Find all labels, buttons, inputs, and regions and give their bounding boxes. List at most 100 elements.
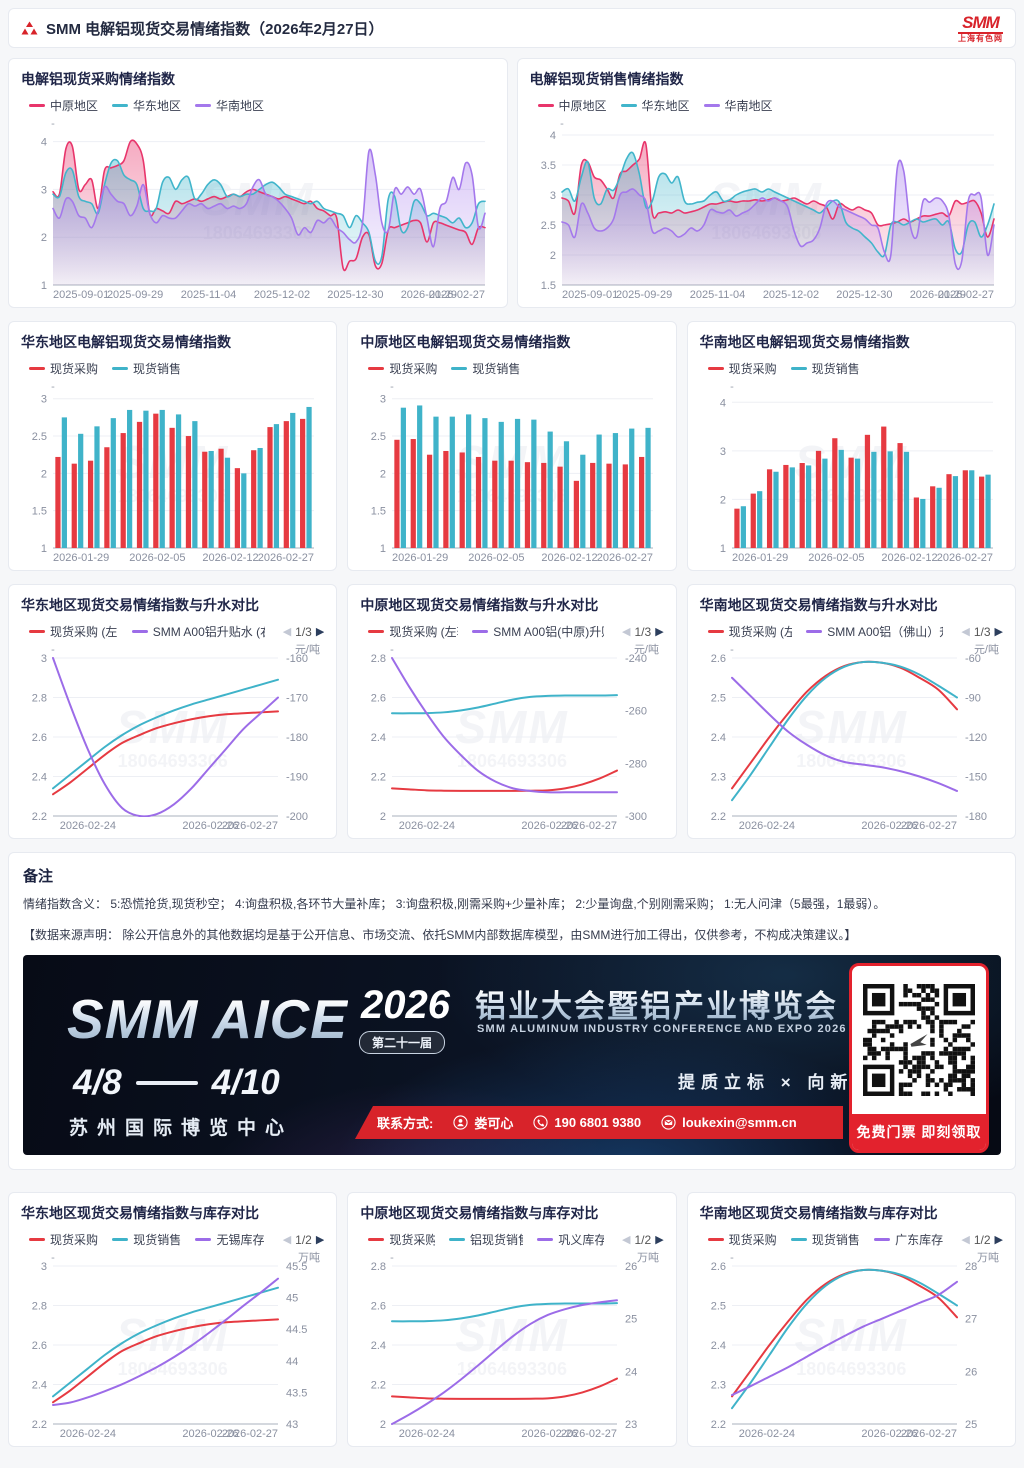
svg-text:45: 45 (286, 1293, 298, 1305)
legend-label: 现货采购 (左轴) (50, 1233, 99, 1247)
svg-text:-60: -60 (965, 653, 981, 665)
chart-canvas[interactable]: 1 1.5 2 2.5 3- 2026-01-29 2026-02-05 2026-02-12… (360, 379, 663, 564)
legend-item[interactable]: 现货采购 (左轴) (368, 623, 458, 640)
chart-title: 电解铝现货采购情绪指数 (21, 71, 175, 87)
legend-prev-icon[interactable]: ◀ (282, 1234, 292, 1246)
legend-item[interactable]: 现货销售 (112, 360, 181, 377)
legend-item[interactable]: 现货采购 (707, 360, 777, 377)
chart-canvas[interactable]: 2 2.2 2.4 2.6 2.8- -240 -260 -280 -300 元/吨 2026-02… (360, 642, 663, 832)
legend-prev-icon[interactable]: ◀ (282, 626, 292, 638)
chart-canvas[interactable]: 2.2 2.4 2.6 2.8 3- 43 43.5 44 44.5 45 45.5万吨 2026-0… (21, 1250, 324, 1440)
svg-text:2.5: 2.5 (710, 1301, 725, 1313)
chart-plot[interactable]: SMM1806469330611.522.53-2026-01-292026-0… (360, 379, 663, 564)
legend-item[interactable]: SMM A00铝升贴水 (右轴) (131, 623, 265, 640)
event-banner[interactable]: SMM AICE 2026 第二十一届 铝业大会暨铝产业博览会 SMM ALUM… (23, 955, 1001, 1155)
legend-item[interactable]: 中原地区 (537, 97, 607, 114)
chart-title: 中原地区现货交易情绪指数与升水对比 (360, 597, 599, 613)
legend-item[interactable]: 现货采购 (左轴) (29, 623, 118, 640)
legend-item[interactable]: 现货采购 (左轴) (368, 1231, 435, 1248)
legend-item[interactable]: SMM A00铝（佛山）升贴水 (806, 623, 943, 640)
legend-prev-icon[interactable]: ◀ (622, 1234, 631, 1246)
legend-item[interactable]: 华东地区 (620, 97, 690, 114)
chart-plot[interactable]: SMM180646933061234-2025-09-012025-09-292… (21, 116, 495, 301)
legend-swatch (368, 630, 385, 633)
svg-text:2025-12-02: 2025-12-02 (762, 289, 818, 301)
legend-next-icon[interactable]: ▶ (655, 1234, 664, 1246)
chart-plot[interactable]: SMM 18064693306 2.2 2.3 2.4 2.5 2.6- -60 -90 -120… (700, 642, 1003, 832)
legend-item[interactable]: 现货采购 (29, 360, 98, 377)
banner-contact-bar: 联系方式: 娄可心 190 6801 9380 loukexin@smm.cn (355, 1106, 843, 1139)
chart-plot[interactable]: SMM 18064693306 2 2.2 2.4 2.6 2.8-23 24 25 26 万吨 20… (360, 1250, 663, 1440)
legend-item[interactable]: 现货采购 (368, 360, 437, 377)
legend-label: 无锡库存 (右轴) (216, 1233, 265, 1247)
legend-pager: ◀ 1/3 ▶ (278, 624, 325, 639)
legend-item[interactable]: SMM A00铝(中原)升贴水 (472, 623, 604, 640)
svg-text:1.5: 1.5 (540, 280, 555, 292)
svg-text:3: 3 (720, 446, 726, 458)
svg-text:2026-02-27: 2026-02-27 (900, 1428, 956, 1440)
chart-title: 华南地区电解铝现货交易情绪指数 (699, 334, 910, 350)
chart-plot[interactable]: SMM180646933061234-2026-01-292026-02-052… (700, 379, 1003, 564)
legend-item[interactable]: 铝现货销售 (左轴) (449, 1231, 523, 1248)
qr-ticket-box[interactable]: 免费门票 即刻领取 (849, 963, 989, 1153)
chart-canvas[interactable]: 1 1.5 2 2.5 3- 2026-01-29 2026-02-05 2026-02-12… (21, 379, 324, 564)
svg-text:2025-11-04: 2025-11-04 (181, 289, 236, 301)
legend-item[interactable]: 华南地区 (703, 97, 773, 114)
legend-item[interactable]: 现货销售 (左轴) (112, 1231, 181, 1248)
svg-text:-180: -180 (965, 811, 987, 823)
legend-item[interactable]: 现货采购 (左轴) (29, 1231, 98, 1248)
legend-next-icon[interactable]: ▶ (994, 1234, 1003, 1246)
svg-text:2026-02-27: 2026-02-27 (937, 289, 993, 301)
chart-canvas[interactable]: 2.2 2.4 2.6 2.8 3- -160 -170 -180 -190 -200 元/吨 202… (21, 642, 324, 832)
chart-plot[interactable]: SMM 18064693306 2.2 2.4 2.6 2.8 3-43 43.5 44 44.5… (21, 1250, 324, 1440)
chart-plot[interactable]: SMM 18064693306 2 2.2 2.4 2.6 2.8- -240 -260 -280… (360, 642, 663, 832)
svg-text:2.5: 2.5 (32, 431, 47, 443)
note-card: 备注 情绪指数含义： 5:恐慌抢货,现货秒空； 4:询盘积极,各环节大量补库； … (8, 852, 1016, 1170)
legend-item[interactable]: 现货采购 (左轴) (707, 1231, 777, 1248)
smm-logo-word: SMM (958, 14, 1003, 34)
chart-plot[interactable]: SMM 18064693306 2.2 2.4 2.6 2.8 3- -160 -170 -180… (21, 642, 324, 832)
legend-prev-icon[interactable]: ◀ (622, 626, 631, 638)
legend-next-icon[interactable]: ▶ (994, 626, 1003, 638)
legend-next-icon[interactable]: ▶ (315, 626, 325, 638)
chart-plot[interactable]: SMM1806469330611.522.53-2026-01-292026-0… (21, 379, 324, 564)
legend-next-icon[interactable]: ▶ (655, 626, 664, 638)
legend-item[interactable]: 中原地区 (29, 97, 98, 114)
svg-text:2026-02-05: 2026-02-05 (808, 552, 864, 564)
legend-swatch (449, 1238, 465, 1241)
chart-plot[interactable]: SMM 18064693306 2.2 2.3 2.4 2.5 2.6-25 26 27 28 万吨… (700, 1250, 1003, 1440)
legend-item[interactable]: 巩义库存 (右轴) (537, 1231, 604, 1248)
legend-swatch (790, 367, 807, 370)
svg-text:2.8: 2.8 (371, 653, 386, 665)
legend-item[interactable]: 现货采购 (左轴) (707, 623, 792, 640)
banner-date-from: 4/8 (73, 1063, 122, 1102)
chart-canvas[interactable]: 1 2 3 4- 2026-01-29 2026-02-05 2026-02-12 2026-… (700, 379, 1003, 564)
chart-legend: 中原地区 华东地区 华南地区 (29, 97, 495, 114)
chart-plot[interactable]: SMM180646933061.522.533.54-2025-09-01202… (530, 116, 1004, 301)
qr-cta-button[interactable]: 免费门票 即刻领取 (852, 1114, 986, 1150)
legend-item[interactable]: 华南地区 (195, 97, 264, 114)
legend-item[interactable]: 现货销售 (451, 360, 520, 377)
date-separator (135, 1081, 198, 1085)
legend-item[interactable]: 现货销售 (790, 360, 860, 377)
chart-canvas[interactable]: 2.2 2.3 2.4 2.5 2.6- -60 -90 -120 -150 -180 元/吨 202… (700, 642, 1003, 832)
legend-item[interactable]: 无锡库存 (右轴) (195, 1231, 265, 1248)
svg-text:2025-12-30: 2025-12-30 (327, 289, 383, 301)
legend-prev-icon[interactable]: ◀ (961, 1234, 970, 1246)
legend-item[interactable]: 现货销售 (左轴) (790, 1231, 860, 1248)
svg-text:28: 28 (965, 1261, 977, 1273)
legend-next-icon[interactable]: ▶ (315, 1234, 325, 1246)
legend-item[interactable]: 华东地区 (112, 97, 181, 114)
svg-text:-: - (730, 1252, 734, 1264)
legend-label: 华东地区 (133, 99, 182, 113)
svg-text:2.5: 2.5 (540, 220, 555, 232)
legend-item[interactable]: 广东库存 (右轴) (874, 1231, 943, 1248)
legend-prev-icon[interactable]: ◀ (961, 626, 970, 638)
legend-swatch (29, 367, 45, 370)
